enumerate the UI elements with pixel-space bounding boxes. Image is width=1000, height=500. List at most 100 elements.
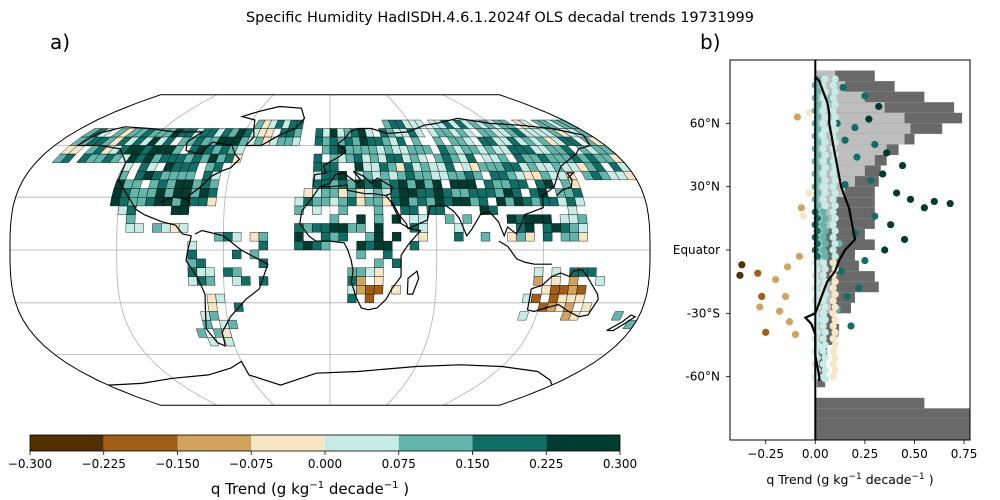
grid-cell [373, 205, 384, 215]
grid-cell [356, 240, 366, 251]
grid-cell [345, 153, 355, 163]
colorbar-segment [103, 435, 178, 451]
scatter-point [762, 328, 770, 336]
scatter-point [847, 322, 855, 330]
grid-cell [408, 197, 419, 207]
grid-cell [459, 188, 470, 198]
scatter-point [875, 102, 883, 111]
grid-cell [329, 188, 339, 198]
grid-cell [506, 214, 517, 224]
grid-cell [550, 276, 561, 286]
grid-cell [568, 214, 579, 224]
scatter-point [831, 316, 839, 324]
scatter-point [839, 83, 847, 92]
grid-cell [454, 232, 464, 242]
scatter-point [821, 316, 829, 324]
scatter-point [821, 214, 829, 222]
grid-cell [356, 267, 366, 277]
grid-cell [344, 136, 354, 146]
grid-cell [578, 232, 588, 242]
grid-cell [374, 214, 384, 224]
colorbar-tick-label: −0.075 [229, 457, 273, 471]
grid-cell [533, 267, 544, 277]
grid-cell [365, 267, 375, 277]
grid-cell [294, 232, 304, 242]
grid-cell [416, 188, 427, 198]
scatter-point [821, 252, 829, 260]
scatter-point [819, 221, 827, 229]
grid-cell [542, 232, 553, 242]
grid-cell [356, 223, 366, 233]
x-tick-label: 0.25 [852, 447, 879, 461]
grid-cell [374, 258, 384, 268]
grid-cell [364, 188, 374, 198]
histogram-bar-sampled [815, 323, 824, 335]
grid-cell [227, 319, 239, 329]
grid-cell [549, 285, 561, 295]
x-tick-label: 0.75 [951, 447, 978, 461]
histogram-bar-all [815, 408, 970, 419]
histogram-bar-all [815, 355, 826, 367]
scatter-point [900, 235, 909, 244]
scatter-point [843, 292, 851, 301]
scatter-point [831, 290, 839, 298]
grid-cell [241, 276, 251, 286]
scatter-point [831, 252, 839, 260]
coastline [319, 170, 393, 197]
grid-cell [530, 293, 542, 303]
scatter-point [831, 366, 839, 374]
scatter-point [865, 115, 873, 123]
grid-cell [205, 276, 216, 286]
grid-cell [109, 197, 121, 207]
scatter-point [821, 354, 829, 362]
grid-cell [181, 188, 192, 198]
grid-cell [258, 232, 269, 242]
grid-cell [365, 232, 375, 242]
grid-cell [347, 223, 357, 233]
y-tick-label: -60°N [685, 370, 720, 384]
coastline [406, 270, 420, 295]
scatter-point [831, 354, 839, 362]
colorbar-tick-label: −0.150 [155, 457, 199, 471]
scatter-point [829, 347, 837, 355]
grid-cell [468, 188, 479, 198]
colorbar-tick-label: 0.225 [529, 457, 563, 471]
grid-cell [363, 171, 373, 181]
grid-cell [312, 240, 322, 251]
grid-cell [338, 197, 348, 207]
grid-cell [569, 232, 580, 242]
grid-cell [443, 197, 454, 207]
scatter-point [829, 373, 837, 381]
scatter-point [819, 322, 827, 330]
grid-cell [407, 188, 418, 198]
scatter-point [829, 284, 837, 292]
grid-cell [433, 188, 444, 198]
grid-cell [347, 197, 357, 207]
grid-cell [397, 179, 409, 189]
grid-cell [374, 240, 384, 251]
grid-cell [444, 214, 455, 224]
histogram-bar-all [815, 376, 826, 388]
grid-cell [374, 276, 384, 286]
scatter-point [795, 252, 804, 260]
coastline [606, 314, 637, 332]
x-tick-label: −0.25 [747, 447, 784, 461]
grid-cell [352, 145, 362, 155]
scatter-point [754, 269, 762, 277]
grid-cell [559, 214, 570, 224]
histogram-bar-sampled [815, 144, 887, 155]
grid-cell [426, 205, 437, 215]
histogram-bar-sampled [815, 250, 828, 261]
scatter-point [821, 265, 829, 273]
grid-cell [313, 153, 323, 163]
grid-cell [421, 145, 434, 155]
grid-cell [117, 205, 128, 215]
scatter-point [821, 328, 829, 336]
grid-cell [435, 205, 446, 215]
grid-cell [373, 197, 384, 207]
grid-cell [398, 188, 409, 198]
grid-cell [511, 188, 523, 198]
latitude-scatter-points [736, 75, 954, 383]
grid-cell [329, 197, 340, 207]
colorbar-tick-label: 0.000 [308, 457, 342, 471]
